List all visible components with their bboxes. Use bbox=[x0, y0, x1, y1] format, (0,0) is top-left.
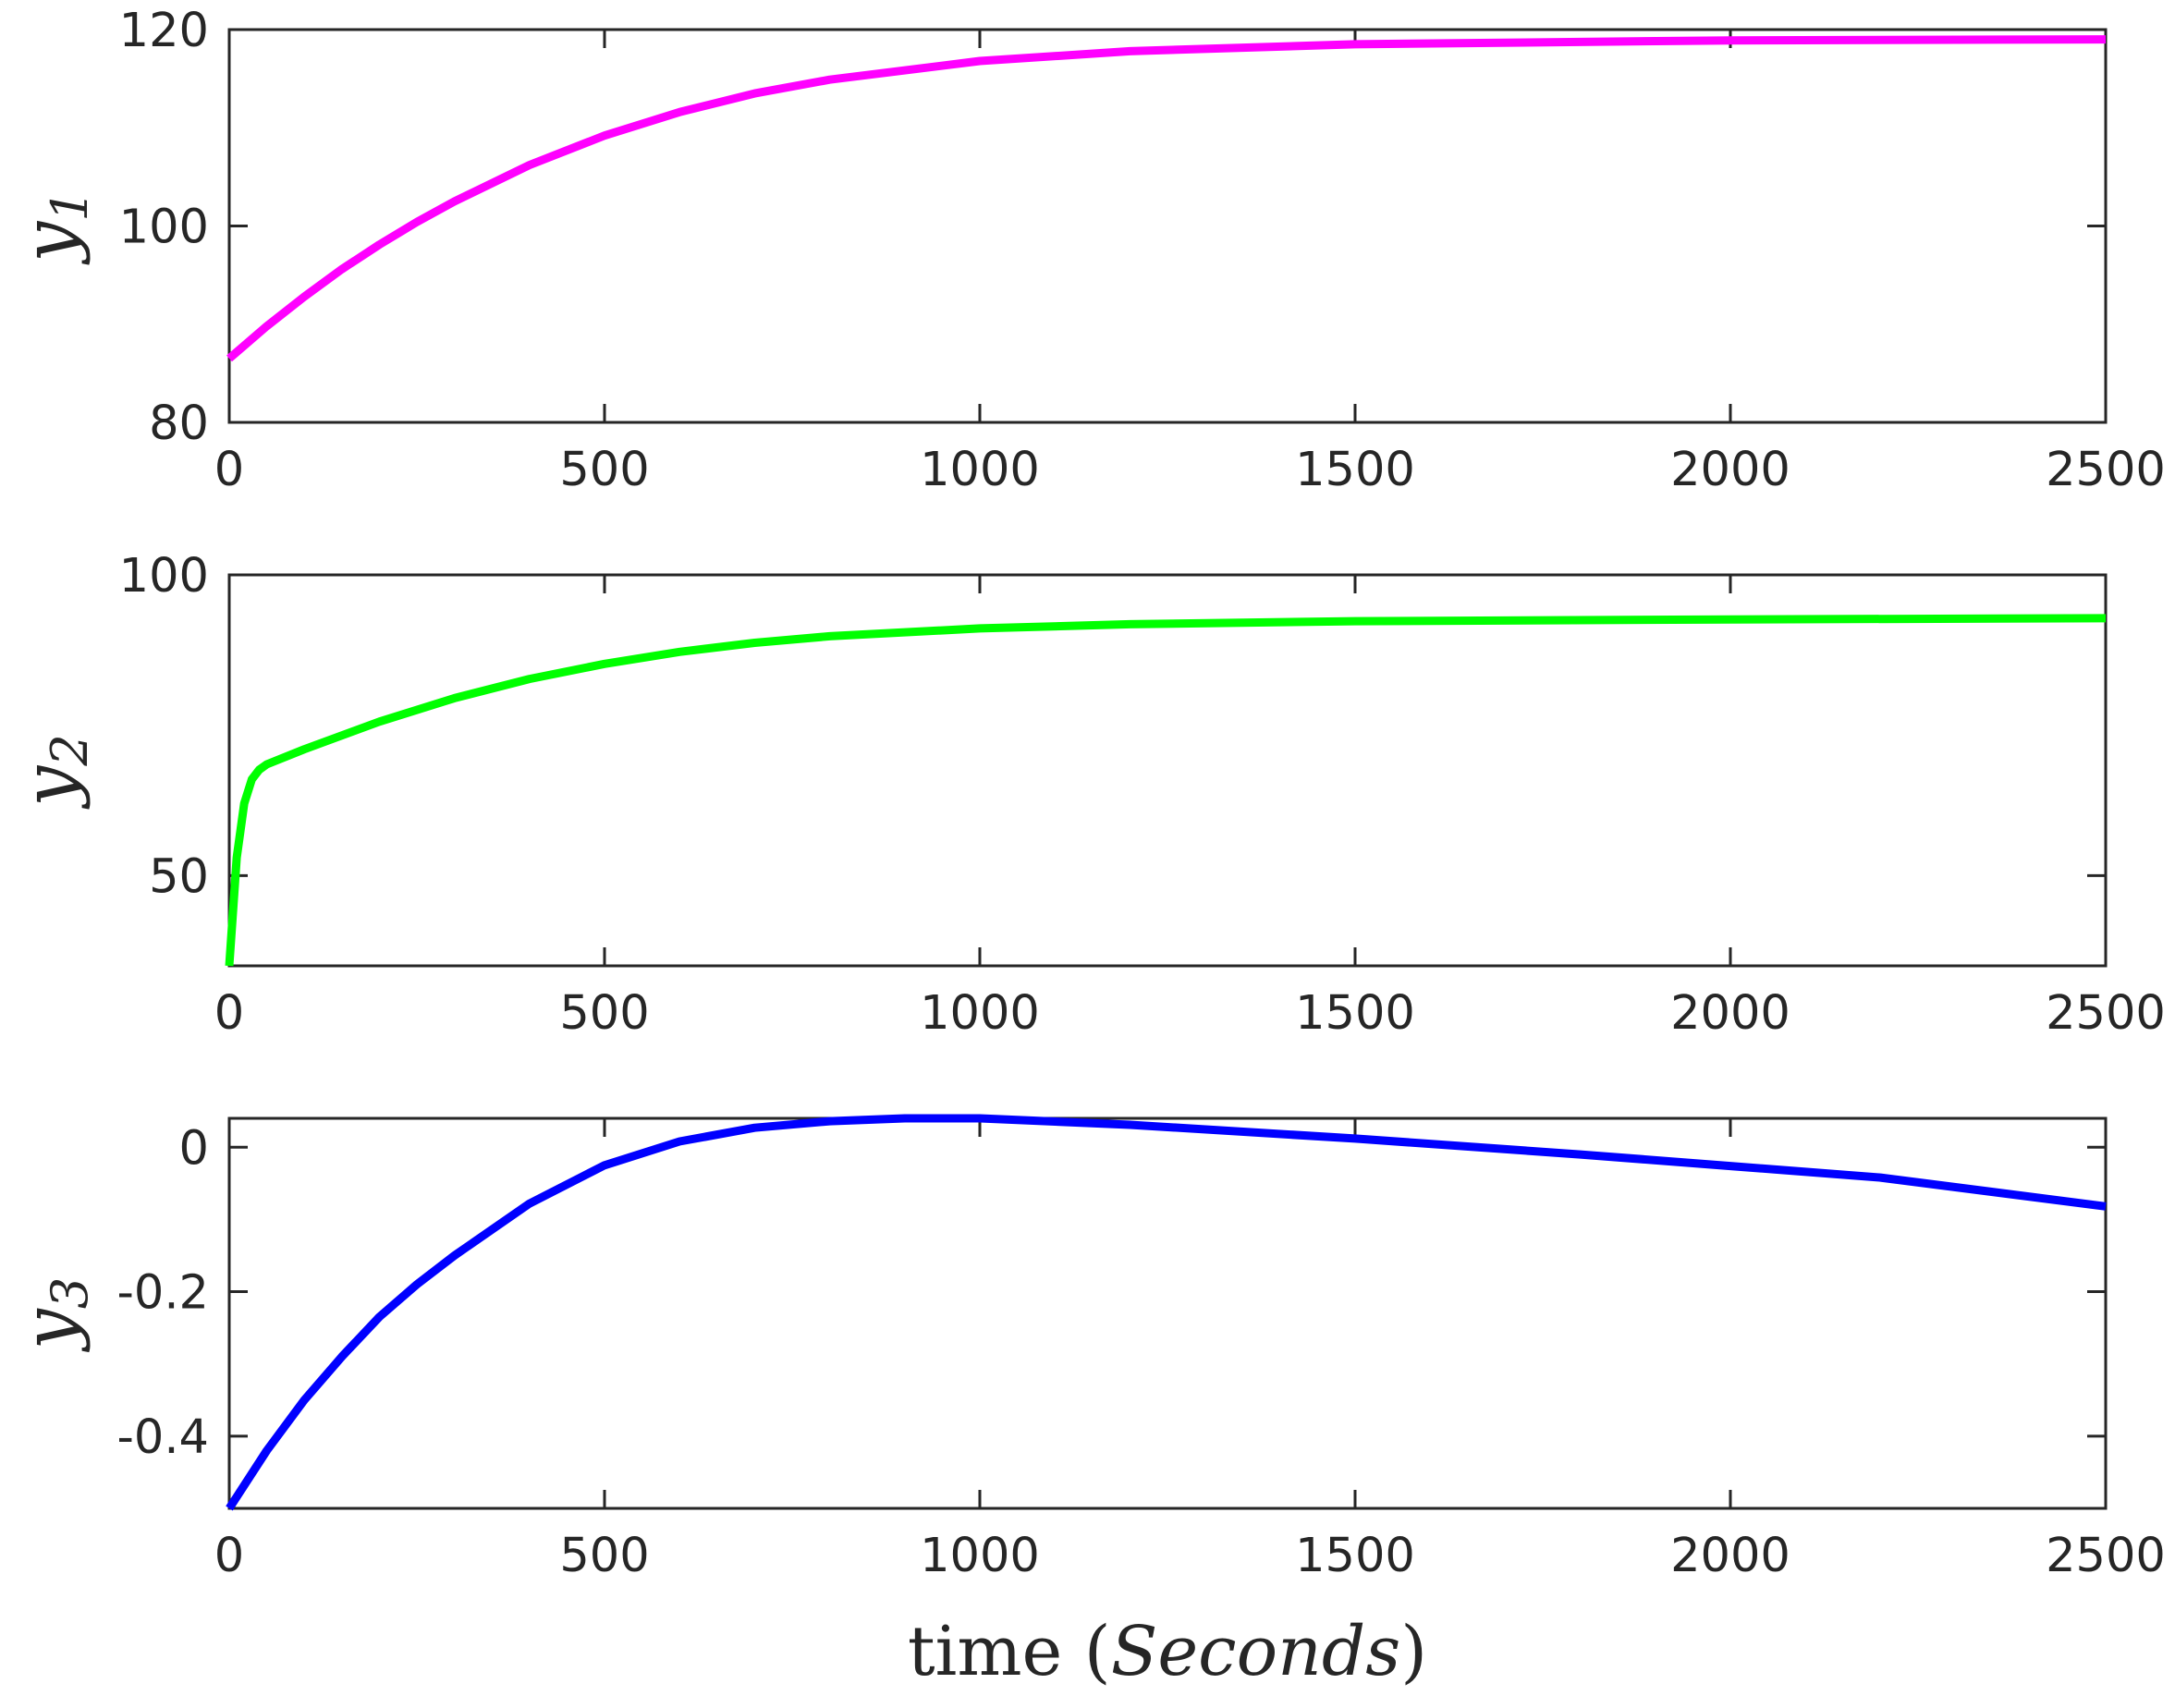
axes-2-xtick-label: 1000 bbox=[920, 986, 1040, 1041]
axes-2-series-line bbox=[225, 614, 2107, 967]
axes-3-series-line bbox=[226, 1114, 2107, 1511]
axes-2-ylabel: y2 bbox=[8, 734, 99, 809]
axes-1-ylabel-subscript: 1 bbox=[41, 189, 99, 221]
axes-3-ylabel-symbol: y bbox=[8, 1308, 92, 1352]
axes-1-ylabel: y1 bbox=[8, 189, 99, 264]
axes-1-xtick-label: 2000 bbox=[1670, 443, 1790, 497]
axes-2-ytick-label: 100 bbox=[119, 549, 209, 604]
axes-3-xtick-label: 0 bbox=[214, 1529, 244, 1583]
axes-3-xtick-label: 500 bbox=[559, 1529, 649, 1583]
axes-1-xtick-label: 1500 bbox=[1295, 443, 1415, 497]
axes-2-box bbox=[227, 573, 2108, 968]
axes-1-series-line bbox=[226, 35, 2107, 362]
axes-3-ytick-label: 0 bbox=[179, 1121, 209, 1176]
axes-3-xlabel-prefix: time ( bbox=[908, 1612, 1111, 1691]
axes-2-xtick-label: 2500 bbox=[2046, 986, 2166, 1041]
axes-2-ylabel-subscript: 2 bbox=[41, 734, 99, 766]
axes-1-ytick-label: 100 bbox=[119, 201, 209, 255]
axes-1-box bbox=[227, 28, 2108, 424]
axes-3-xtick-label: 1000 bbox=[920, 1529, 1040, 1583]
axes-1-xtick-label: 500 bbox=[559, 443, 649, 497]
axes-2-ytick-label: 50 bbox=[149, 849, 209, 904]
axes-3-ytick-label: -0.4 bbox=[116, 1410, 209, 1465]
axes-3-ylabel: y3 bbox=[8, 1277, 99, 1352]
axes-1-xtick-label: 2500 bbox=[2046, 443, 2166, 497]
axes-1-xtick-label: 1000 bbox=[920, 443, 1040, 497]
axes-2-xtick-label: 0 bbox=[214, 986, 244, 1041]
axes-2-xtick-label: 500 bbox=[559, 986, 649, 1041]
axes-3-xtick-label: 2000 bbox=[1670, 1529, 1790, 1583]
axes-2-xtick-label: 1500 bbox=[1295, 986, 1415, 1041]
axes-3-ytick-label: -0.2 bbox=[116, 1266, 209, 1321]
axes-3-xtick-label: 2500 bbox=[2046, 1529, 2166, 1583]
axes-1-xtick-label: 0 bbox=[214, 443, 244, 497]
axes-3-xlabel-italic: Seconds bbox=[1111, 1612, 1401, 1691]
axes-3-xlabel-suffix: ) bbox=[1400, 1612, 1427, 1691]
axes-3-xlabel: time (Seconds) bbox=[908, 1612, 1427, 1691]
axes-3-xtick-label: 1500 bbox=[1295, 1529, 1415, 1583]
axes-2-ylabel-symbol: y bbox=[8, 765, 92, 810]
axes-1-ytick-label: 80 bbox=[149, 396, 209, 451]
axes-2-xtick-label: 2000 bbox=[1670, 986, 1790, 1041]
axes-1-ylabel-symbol: y bbox=[8, 221, 92, 265]
axes-1-ytick-label: 120 bbox=[119, 4, 209, 58]
axes-3-box bbox=[227, 1116, 2108, 1510]
axes-3-ylabel-subscript: 3 bbox=[41, 1277, 99, 1309]
